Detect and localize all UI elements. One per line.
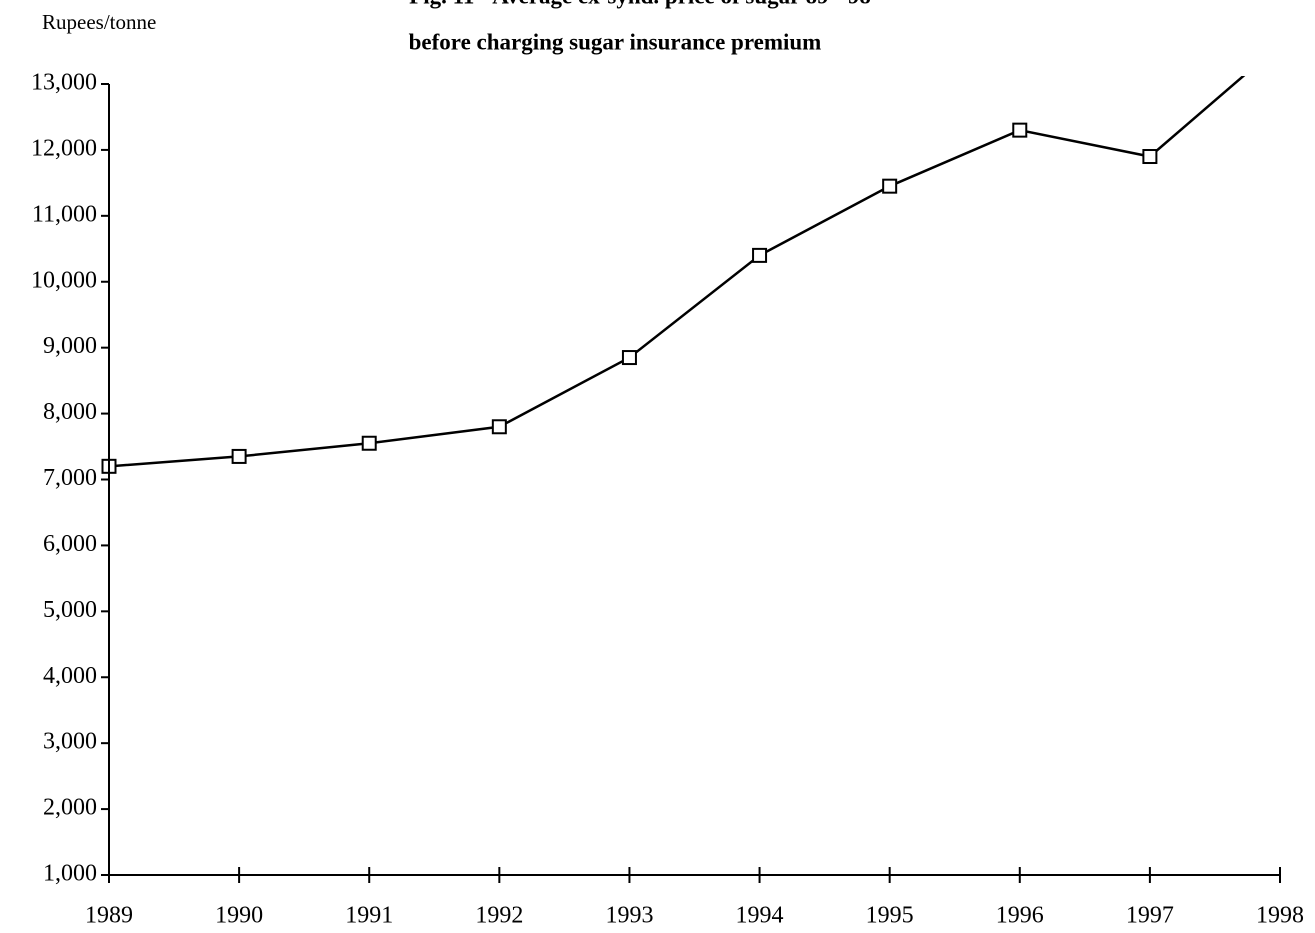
y-tick-label: 3,000 (43, 729, 97, 755)
data-point (882, 178, 898, 194)
y-tick-label: 12,000 (31, 135, 97, 161)
y-tick-label: 10,000 (31, 267, 97, 293)
y-tick-label: 2,000 (43, 795, 97, 821)
x-tick-label: 1995 (866, 903, 914, 929)
data-point (231, 448, 247, 464)
chart-subtitle: before charging sugar insurance premium (409, 29, 822, 54)
y-axis-label: Rupees/tonne (42, 10, 156, 34)
x-tick-label: 1991 (345, 903, 393, 929)
data-point (1142, 149, 1158, 165)
x-tick-label: 1992 (475, 903, 523, 929)
y-tick-label: 11,000 (32, 201, 97, 227)
chart-title: Fig. 11 - Average ex-synd. price of suga… (409, 0, 871, 8)
y-tick-label: 4,000 (43, 663, 97, 689)
y-tick-label: 6,000 (43, 531, 97, 557)
x-tick-label: 1997 (1126, 903, 1174, 929)
y-tick-label: 1,000 (43, 861, 97, 887)
x-tick-label: 1990 (215, 903, 263, 929)
data-point (491, 419, 507, 435)
x-tick-label: 1994 (736, 903, 784, 929)
y-tick-label: 5,000 (43, 597, 97, 623)
data-line (108, 76, 1246, 468)
x-tick-label: 1993 (605, 903, 653, 929)
data-point (752, 247, 768, 263)
data-point (361, 435, 377, 451)
y-tick-label: 7,000 (43, 465, 97, 491)
data-point (1274, 38, 1287, 51)
data-point (621, 350, 637, 366)
y-tick-label: 9,000 (43, 333, 97, 359)
x-tick-label: 1998 (1256, 903, 1304, 929)
x-tick-label: 1989 (85, 903, 133, 929)
data-point (1012, 122, 1028, 138)
x-tick-label: 1996 (996, 903, 1044, 929)
y-tick-label: 8,000 (43, 399, 97, 425)
y-tick-label: 13,000 (31, 70, 97, 96)
plot-area (101, 38, 1287, 474)
